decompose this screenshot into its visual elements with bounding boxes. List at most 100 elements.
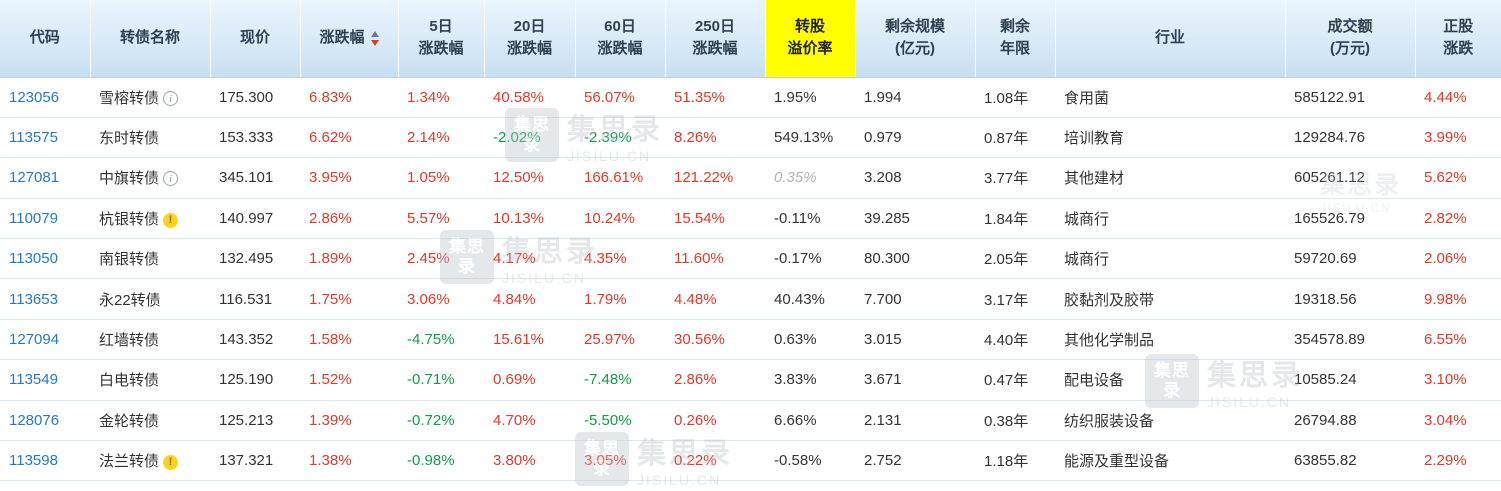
cell-premium: -0.17%	[765, 238, 855, 280]
cell-code[interactable]: 113050	[0, 238, 90, 280]
bond-table-body: 123056 雪榕转债 i 175.300 6.83% 1.34% 40.58% 56.07%…	[0, 77, 1501, 482]
cell-code[interactable]: 127081	[0, 157, 90, 199]
cell-stock_chg: 3.10%	[1415, 359, 1501, 401]
sort-arrows[interactable]	[370, 30, 379, 46]
cell-price: 175.300	[210, 77, 300, 118]
cell-industry: 配电设备	[1055, 359, 1285, 401]
col-header-chg250[interactable]: 250日 涨跌幅	[665, 0, 766, 78]
cell-code[interactable]: 113549	[0, 359, 90, 401]
cell-industry: 食用菌	[1055, 77, 1285, 118]
col-header-chg250-label: 250日 涨跌幅	[692, 17, 738, 58]
bond-name-link[interactable]: 东时转债	[99, 130, 160, 148]
cell-size: 2.131	[855, 400, 975, 442]
cell-name[interactable]: 白电转债	[90, 359, 210, 401]
col-header-turnover[interactable]: 成交额 (万元)	[1285, 0, 1416, 78]
cell-name[interactable]: 雪榕转债 i	[90, 77, 210, 118]
sort-desc-icon[interactable]	[370, 39, 379, 46]
cell-size: 3.208	[855, 157, 975, 199]
table-row: 128076 金轮转债 125.213 1.39% -0.72% 4.70% -5.50% 0…	[0, 400, 1501, 442]
cell-name[interactable]: 法兰转债!	[90, 440, 210, 482]
col-header-price[interactable]: 现价	[210, 0, 301, 78]
cell-years: 0.38年	[975, 400, 1055, 442]
cell-years: 0.47年	[975, 359, 1055, 401]
col-header-name[interactable]: 转债名称	[90, 0, 211, 78]
col-header-years[interactable]: 剩余 年限	[975, 0, 1056, 78]
cell-chg: 2.86%	[300, 198, 398, 240]
col-header-stock-chg[interactable]: 正股 涨跌	[1415, 0, 1501, 78]
table-row: 127094 红墙转债 143.352 1.58% -4.75% 15.61% 25.97%…	[0, 319, 1501, 361]
cell-price: 140.997	[210, 198, 300, 240]
bond-name-link[interactable]: 南银转债	[99, 251, 160, 269]
table-row: 113653 永22转债 116.531 1.75% 3.06% 4.84% 1.79% 4.…	[0, 278, 1501, 320]
bond-name-link[interactable]: 金轮转债	[99, 412, 160, 430]
cell-code[interactable]: 123056	[0, 77, 90, 118]
cell-premium: 6.66%	[765, 400, 855, 442]
cell-industry: 其他化学制品	[1055, 319, 1285, 361]
cell-code[interactable]: 128076	[0, 400, 90, 442]
col-header-chg60[interactable]: 60日 涨跌幅	[575, 0, 666, 78]
table-row: 113549 白电转债 125.190 1.52% -0.71% 0.69% -7.48% 2…	[0, 359, 1501, 401]
cell-chg: 1.75%	[300, 278, 398, 320]
cell-code[interactable]: 113653	[0, 278, 90, 320]
col-header-chg[interactable]: 涨跌幅	[300, 0, 399, 78]
table-row: 113575 东时转债 153.333 6.62% 2.14% -2.02% -2.39% 8…	[0, 117, 1501, 159]
cell-turnover: 585122.91	[1285, 77, 1415, 118]
cell-years: 0.87年	[975, 117, 1055, 159]
col-header-chg5-label: 5日 涨跌幅	[418, 17, 464, 58]
bond-name-link[interactable]: 雪榕转债	[99, 89, 160, 107]
cell-size: 3.671	[855, 359, 975, 401]
cell-premium: -0.11%	[765, 198, 855, 240]
bond-name-link[interactable]: 中旗转债	[99, 170, 160, 188]
cell-chg60: 166.61%	[575, 157, 665, 199]
cell-code[interactable]: 113575	[0, 117, 90, 159]
col-header-industry[interactable]: 行业	[1055, 0, 1286, 78]
cell-chg250: 11.60%	[665, 238, 765, 280]
cell-name[interactable]: 东时转债	[90, 117, 210, 159]
table-header-row: 代码 转债名称 现价 涨跌幅 5日 涨跌幅 20日 涨跌幅 60日 涨跌幅 25…	[0, 0, 1501, 78]
cell-chg5: -0.72%	[398, 400, 484, 442]
cell-name[interactable]: 南银转债	[90, 238, 210, 280]
warning-icon[interactable]: !	[163, 212, 179, 228]
sort-asc-icon[interactable]	[370, 30, 379, 37]
col-header-chg60-label: 60日 涨跌幅	[597, 17, 643, 58]
cell-chg20: 0.69%	[484, 359, 575, 401]
col-header-premium-label: 转股 溢价率	[787, 17, 833, 58]
cell-chg60: 10.24%	[575, 198, 665, 240]
bond-name-link[interactable]: 杭银转债	[99, 210, 160, 228]
cell-stock_chg: 2.29%	[1415, 440, 1501, 482]
col-header-chg20[interactable]: 20日 涨跌幅	[484, 0, 576, 78]
cell-chg250: 8.26%	[665, 117, 765, 159]
info-icon[interactable]: i	[163, 171, 179, 187]
cell-chg20: 4.17%	[484, 238, 575, 280]
cell-chg5: -0.98%	[398, 440, 484, 482]
col-header-premium[interactable]: 转股 溢价率	[765, 0, 856, 78]
col-header-code-label: 代码	[29, 29, 60, 46]
cell-code[interactable]: 110079	[0, 198, 90, 240]
cell-industry: 其他建材	[1055, 157, 1285, 199]
bond-name-link[interactable]: 法兰转债	[99, 453, 160, 471]
cell-name[interactable]: 永22转债	[90, 278, 210, 320]
cell-name[interactable]: 红墙转债	[90, 319, 210, 361]
cell-name[interactable]: 杭银转债!	[90, 198, 210, 240]
col-header-chg5[interactable]: 5日 涨跌幅	[398, 0, 485, 78]
cell-chg5: 1.05%	[398, 157, 484, 199]
bond-name-link[interactable]: 永22转债	[99, 291, 161, 309]
cell-name[interactable]: 中旗转债 i	[90, 157, 210, 199]
bond-name-link[interactable]: 白电转债	[99, 372, 160, 390]
cell-chg250: 51.35%	[665, 77, 765, 118]
bond-name-link[interactable]: 红墙转债	[99, 332, 160, 350]
cell-size: 7.700	[855, 278, 975, 320]
cell-code[interactable]: 127094	[0, 319, 90, 361]
cell-name[interactable]: 金轮转债	[90, 400, 210, 442]
cell-premium: 1.95%	[765, 77, 855, 118]
cell-code[interactable]: 113598	[0, 440, 90, 482]
cell-turnover: 63855.82	[1285, 440, 1415, 482]
warning-icon[interactable]: !	[163, 455, 179, 471]
cell-stock_chg: 4.44%	[1415, 77, 1501, 118]
col-header-code[interactable]: 代码	[0, 0, 91, 78]
cell-premium: 3.83%	[765, 359, 855, 401]
cell-turnover: 59720.69	[1285, 238, 1415, 280]
info-icon[interactable]: i	[163, 90, 179, 106]
col-header-size[interactable]: 剩余规模 (亿元)	[855, 0, 976, 78]
cell-chg: 6.83%	[300, 77, 398, 118]
